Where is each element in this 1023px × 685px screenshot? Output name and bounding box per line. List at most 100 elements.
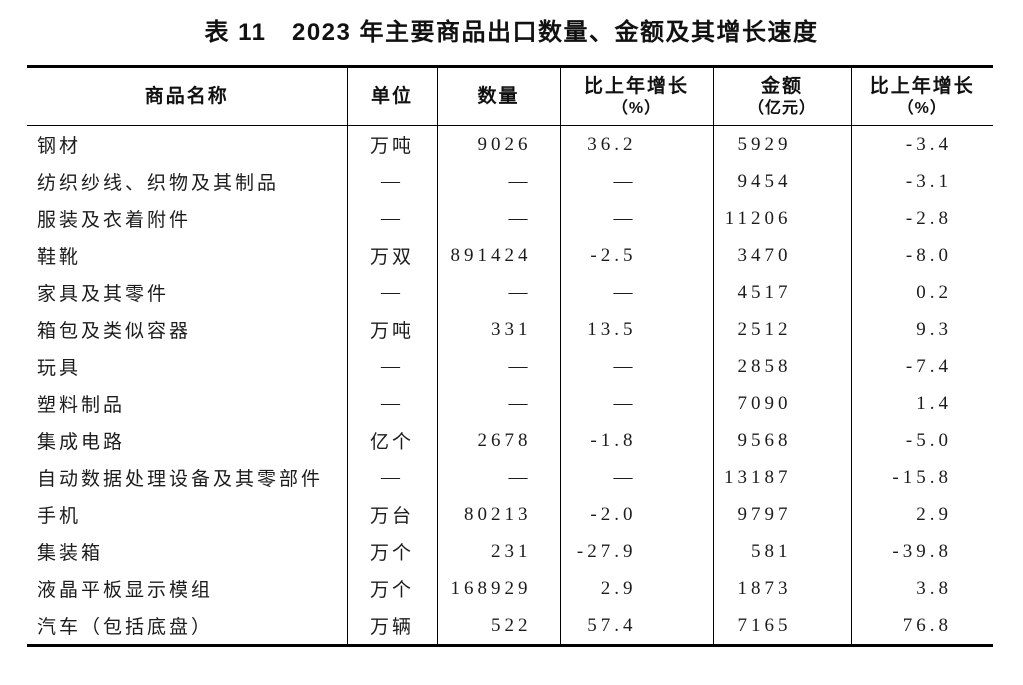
quantity-cell: — bbox=[436, 459, 560, 496]
amount-growth-cell: 1.4 bbox=[850, 385, 993, 422]
product-name-cell: 集成电路 bbox=[37, 432, 126, 453]
col-header-amount-sublabel: （亿元） bbox=[747, 99, 816, 117]
unit-cell: 亿个 bbox=[346, 422, 437, 459]
quantity-cell: — bbox=[436, 385, 560, 422]
amount-growth-cell: -39.8 bbox=[850, 533, 993, 570]
amount-growth-cell: -2.8 bbox=[850, 200, 993, 237]
quantity-growth-cell: 36.2 bbox=[559, 125, 713, 163]
product-name-cell: 玩具 bbox=[37, 358, 82, 379]
quantity-cell: 331 bbox=[436, 311, 560, 348]
quantity-growth-cell: — bbox=[559, 348, 713, 385]
table-row: 纺织纱线、织物及其制品 — — —9454 -3.1 bbox=[27, 163, 993, 200]
quantity-cell: — bbox=[436, 348, 560, 385]
table-row: 集成电路 亿个 2678 -1.8 9568 -5.0 bbox=[27, 422, 993, 459]
product-name-cell: 鞋靴 bbox=[37, 247, 82, 268]
quantity-cell: 231 bbox=[436, 533, 560, 570]
unit-cell: 万吨 bbox=[346, 125, 437, 163]
unit-cell: 万辆 bbox=[346, 607, 437, 646]
product-name-cell: 箱包及类似容器 bbox=[37, 321, 192, 342]
amount-growth-cell: 3.8 bbox=[850, 570, 993, 607]
product-name-cell: 汽车（包括底盘） bbox=[37, 617, 214, 638]
col-header-amount-label: 金额 bbox=[760, 75, 803, 97]
amount-cell: 4517 bbox=[712, 274, 851, 311]
amount-growth-cell: 9.3 bbox=[850, 311, 993, 348]
amount-growth-cell: -7.4 bbox=[850, 348, 993, 385]
amount-growth-cell: -15.8 bbox=[850, 459, 993, 496]
table-body: 钢材 万吨 9026 36.2 5929 -3.4 纺织纱线、织物及其制品 — — —9454 -3… bbox=[27, 125, 993, 646]
table-row: 家具及其零件 — — —4517 0.2 bbox=[27, 274, 993, 311]
product-name-cell: 集装箱 bbox=[37, 543, 104, 564]
quantity-growth-cell: — bbox=[559, 200, 713, 237]
quantity-cell: — bbox=[436, 200, 560, 237]
quantity-growth-cell: — bbox=[559, 163, 713, 200]
product-name-cell: 塑料制品 bbox=[37, 395, 126, 416]
quantity-cell: 2678 bbox=[436, 422, 560, 459]
amount-cell: 2512 bbox=[712, 311, 851, 348]
table-row: 液晶平板显示模组 万个 168929 2.9 1873 3.8 bbox=[27, 570, 993, 607]
table-row: 鞋靴 万双 891424 -2.5 3470 -8.0 bbox=[27, 237, 993, 274]
amount-cell: 1873 bbox=[712, 570, 851, 607]
quantity-cell: — bbox=[436, 163, 560, 200]
amount-growth-cell: -8.0 bbox=[850, 237, 993, 274]
col-header-quantity-growth-label: 比上年增长 bbox=[583, 75, 689, 97]
unit-cell: — bbox=[346, 385, 437, 422]
quantity-growth-cell: 57.4 bbox=[559, 607, 713, 646]
table-row: 汽车（包括底盘） 万辆 522 57.4 7165 76.8 bbox=[27, 607, 993, 646]
table-row: 集装箱 万个 231 -27.9 581 -39.8 bbox=[27, 533, 993, 570]
amount-cell: 9568 bbox=[712, 422, 851, 459]
unit-cell: 万个 bbox=[346, 570, 437, 607]
table-row: 自动数据处理设备及其零部件 — — —13187 -15.8 bbox=[27, 459, 993, 496]
col-header-amount-growth-sublabel: （%） bbox=[897, 99, 947, 117]
col-header-quantity-growth: 比上年增长 （%） bbox=[559, 66, 713, 126]
product-name-cell: 服装及衣着附件 bbox=[37, 210, 192, 231]
amount-growth-cell: 76.8 bbox=[850, 607, 993, 646]
quantity-cell: 9026 bbox=[436, 125, 560, 163]
col-header-unit-label: 单位 bbox=[370, 85, 413, 107]
amount-cell: 7165 bbox=[712, 607, 851, 646]
quantity-growth-cell: — bbox=[559, 274, 713, 311]
unit-cell: 万双 bbox=[346, 237, 437, 274]
quantity-growth-cell: -1.8 bbox=[559, 422, 713, 459]
unit-cell: — bbox=[346, 459, 437, 496]
page: 表 11 2023 年主要商品出口数量、金额及其增长速度 商品名称 单位 数量 bbox=[0, 18, 1023, 685]
header-row: 商品名称 单位 数量 比上年增长 （%） 金额 （亿元） 比上年增长 bbox=[27, 66, 993, 126]
quantity-cell: 522 bbox=[436, 607, 560, 646]
col-header-quantity-growth-sublabel: （%） bbox=[611, 99, 662, 117]
col-header-amount-growth: 比上年增长 （%） bbox=[850, 66, 993, 126]
amount-cell: 13187 bbox=[712, 459, 851, 496]
col-header-product-name-label: 商品名称 bbox=[144, 85, 229, 107]
col-header-unit: 单位 bbox=[346, 66, 437, 126]
col-header-amount: 金额 （亿元） bbox=[712, 66, 851, 126]
col-header-amount-growth-label: 比上年增长 bbox=[869, 75, 975, 97]
quantity-cell: 168929 bbox=[436, 570, 560, 607]
product-name-cell: 家具及其零件 bbox=[37, 284, 170, 305]
quantity-growth-cell: — bbox=[559, 385, 713, 422]
amount-cell: 2858 bbox=[712, 348, 851, 385]
col-header-quantity: 数量 bbox=[436, 66, 560, 126]
col-header-quantity-label: 数量 bbox=[477, 85, 520, 107]
table-row: 箱包及类似容器 万吨 331 13.5 2512 9.3 bbox=[27, 311, 993, 348]
amount-growth-cell: -3.4 bbox=[850, 125, 993, 163]
amount-cell: 9797 bbox=[712, 496, 851, 533]
product-name-cell: 纺织纱线、织物及其制品 bbox=[37, 173, 280, 194]
unit-cell: 万吨 bbox=[346, 311, 437, 348]
amount-growth-cell: -3.1 bbox=[850, 163, 993, 200]
product-name-cell: 自动数据处理设备及其零部件 bbox=[37, 469, 324, 490]
amount-growth-cell: 0.2 bbox=[850, 274, 993, 311]
amount-cell: 7090 bbox=[712, 385, 851, 422]
table-header: 商品名称 单位 数量 比上年增长 （%） 金额 （亿元） 比上年增长 bbox=[27, 66, 993, 126]
col-header-product-name: 商品名称 bbox=[27, 66, 347, 126]
unit-cell: — bbox=[346, 348, 437, 385]
amount-cell: 3470 bbox=[712, 237, 851, 274]
amount-growth-cell: -5.0 bbox=[850, 422, 993, 459]
quantity-growth-cell: -27.9 bbox=[559, 533, 713, 570]
quantity-growth-cell: 13.5 bbox=[559, 311, 713, 348]
amount-cell: 11206 bbox=[712, 200, 851, 237]
table-row: 塑料制品 — — —7090 1.4 bbox=[27, 385, 993, 422]
amount-cell: 5929 bbox=[712, 125, 851, 163]
quantity-cell: 891424 bbox=[436, 237, 560, 274]
table-row: 手机 万台 80213 -2.0 9797 2.9 bbox=[27, 496, 993, 533]
unit-cell: — bbox=[346, 200, 437, 237]
quantity-growth-cell: -2.5 bbox=[559, 237, 713, 274]
export-commodities-table: 商品名称 单位 数量 比上年增长 （%） 金额 （亿元） 比上年增长 bbox=[27, 65, 993, 647]
